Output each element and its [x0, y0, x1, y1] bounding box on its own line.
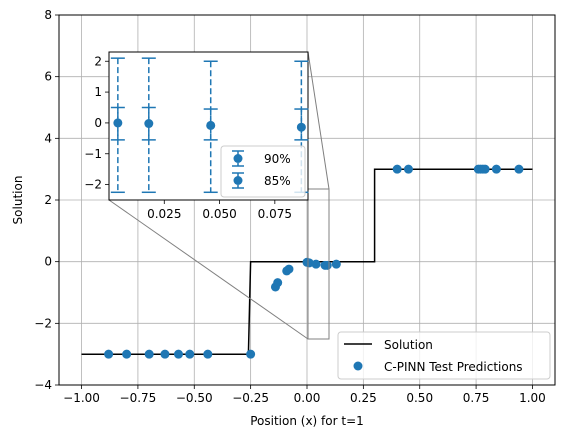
prediction-point [403, 164, 413, 174]
inset-y-ticks: −2 −1 0 1 2 [84, 54, 109, 192]
prediction-point [514, 164, 524, 174]
legend-label-85: 85% [264, 174, 291, 188]
prediction-point [331, 259, 341, 269]
prediction-point [144, 349, 154, 359]
prediction-point [104, 349, 114, 359]
x-tick-label: −0.75 [120, 391, 157, 405]
x-tick-label: −1.00 [63, 391, 100, 405]
y-axis-label: Solution [11, 176, 25, 225]
main-series [81, 164, 533, 359]
inset-x-tick-label: 0.025 [147, 207, 181, 221]
y-tick-label: 8 [44, 8, 52, 22]
legend-label-predictions: C-PINN Test Predictions [384, 360, 523, 374]
prediction-point [491, 164, 501, 174]
y-tick-label: −2 [34, 316, 52, 330]
y-tick-label: −4 [34, 378, 52, 392]
legend-marker-85 [233, 176, 243, 185]
prediction-point [273, 278, 283, 288]
inset-point [113, 118, 123, 128]
prediction-point [173, 349, 183, 359]
inset-y-tick-label: 0 [94, 116, 102, 130]
prediction-point [122, 349, 132, 359]
prediction-point [304, 258, 314, 268]
inset-legend: 90% 85% [220, 145, 306, 198]
x-tick-label: 0.00 [294, 391, 321, 405]
inset-x-tick-label: 0.050 [202, 207, 236, 221]
inset-y-tick-label: 1 [94, 85, 102, 99]
inset-point [206, 120, 216, 130]
main-legend: Solution C-PINN Test Predictions [337, 331, 551, 380]
y-tick-label: 4 [44, 131, 52, 145]
y-tick-label: 0 [44, 255, 52, 269]
x-tick-label: −0.50 [176, 391, 213, 405]
y-tick-label: 2 [44, 193, 52, 207]
x-tick-label: −0.25 [232, 391, 269, 405]
zoom-connector-top [307, 51, 330, 190]
legend-marker-predictions [353, 361, 363, 371]
legend-label-90: 90% [264, 152, 291, 166]
main-y-ticks: −4 −2 0 2 4 6 8 [34, 8, 59, 392]
legend-marker-90 [233, 154, 243, 163]
inset-y-tick-label: 2 [94, 54, 102, 68]
main-x-ticks: −1.00 −0.75 −0.50 −0.25 0.00 0.25 0.50 0.75 1.00 [63, 385, 546, 405]
prediction-point [322, 260, 332, 270]
inset-y-tick-label: −1 [84, 147, 102, 161]
inset-point [296, 122, 306, 132]
prediction-point [284, 264, 294, 274]
prediction-point [160, 349, 170, 359]
x-tick-label: 0.25 [350, 391, 377, 405]
x-axis-label: Position (x) for t=1 [250, 414, 364, 428]
prediction-point [311, 259, 321, 269]
main-legend-frame [337, 331, 551, 380]
prediction-point [480, 164, 490, 174]
x-tick-label: 0.75 [463, 391, 490, 405]
x-tick-label: 0.50 [406, 391, 433, 405]
inset-legend-frame [220, 145, 306, 198]
prediction-point [246, 349, 256, 359]
y-tick-label: 6 [44, 70, 52, 84]
prediction-point [203, 349, 213, 359]
inset-x-tick-label: 0.075 [258, 207, 292, 221]
prediction-point [392, 164, 402, 174]
inset-y-tick-label: −2 [84, 178, 102, 192]
zoom-connector-bottom [108, 199, 309, 340]
inset-point [144, 119, 154, 129]
zoom-region-box [307, 188, 330, 340]
x-tick-label: 1.00 [519, 391, 546, 405]
inset-x-ticks: 0.025 0.050 0.075 [147, 200, 292, 221]
prediction-point [185, 349, 195, 359]
legend-label-solution: Solution [384, 338, 433, 352]
